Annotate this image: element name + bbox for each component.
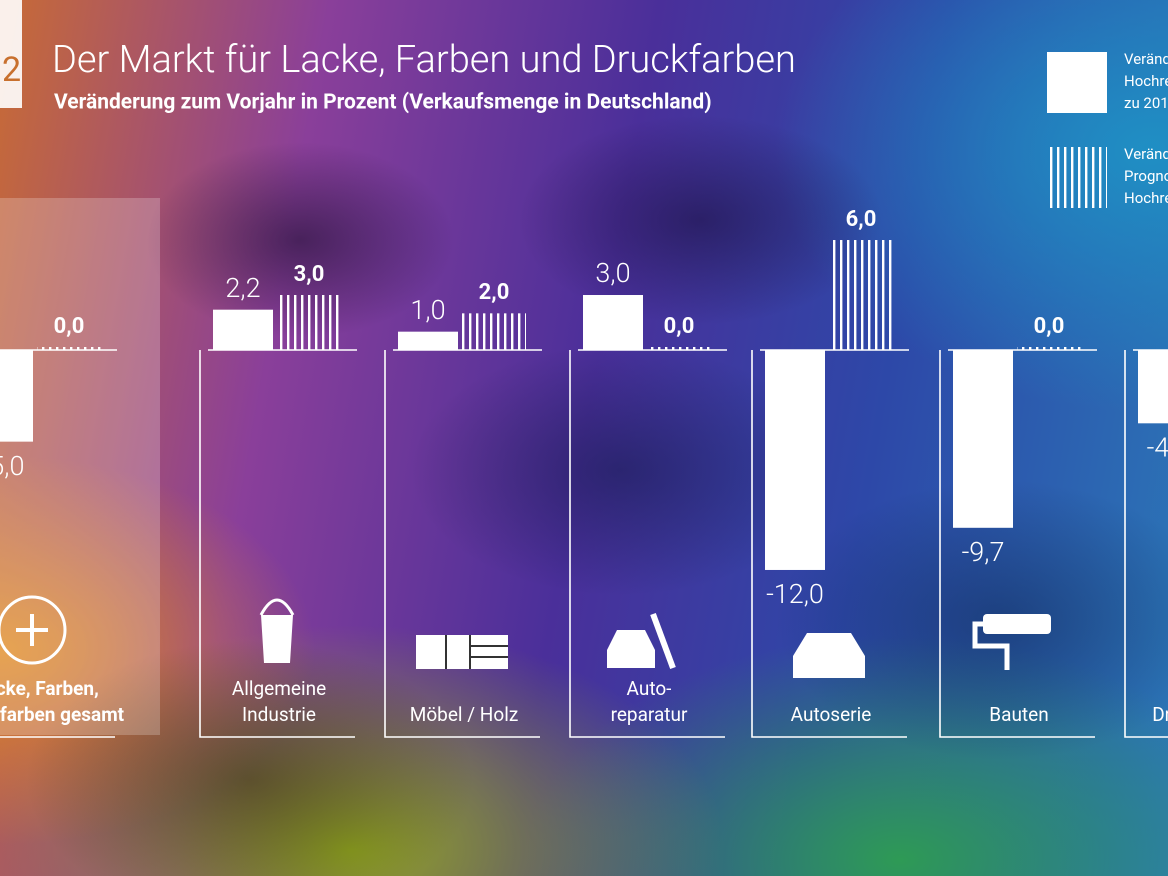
- category-group: Lacke, Farben, Druckfarben gesamt -5,0 0,0: [0, 314, 125, 738]
- category-label: Druckfarben gesamt: [0, 703, 125, 726]
- striped-bar: [647, 347, 711, 350]
- category-label: Bauten: [989, 703, 1048, 726]
- legend-label: Hochrechnung: [1124, 189, 1168, 207]
- value-label: 0,0: [664, 314, 695, 339]
- chart-title: Der Markt für Lacke, Farben und Druckfar…: [52, 38, 796, 82]
- bar: [1138, 350, 1168, 424]
- icon: [0, 595, 67, 665]
- icon: [445, 635, 508, 669]
- icon: [650, 612, 676, 670]
- value-label: -9,7: [962, 536, 1005, 568]
- category-group: Bauten -9,7 0,0: [939, 314, 1097, 738]
- icon: [416, 635, 508, 669]
- value-label: 2,0: [479, 280, 510, 305]
- striped-bar: [37, 347, 101, 350]
- total-panel: [0, 198, 160, 735]
- category-frame: [1124, 350, 1168, 738]
- icon: [259, 598, 295, 616]
- category-group: Druckfarben -4,0: [1124, 349, 1168, 738]
- category-label: Druckfarben: [1152, 703, 1168, 726]
- icon: [793, 633, 865, 678]
- striped-bar: [277, 295, 341, 350]
- icon: [607, 630, 655, 668]
- category-frame: [384, 350, 540, 738]
- icon: [261, 615, 293, 663]
- category-label: Auto-: [627, 677, 672, 700]
- value-label: 0,0: [1034, 314, 1065, 339]
- value-label: 1,0: [410, 294, 445, 326]
- bar: [398, 331, 458, 350]
- value-label: -5,0: [0, 450, 24, 482]
- category-group: Auto-reparatur 3,0 0,0: [569, 257, 727, 738]
- category-frame: [569, 350, 725, 738]
- value-label: -12,0: [766, 578, 824, 610]
- value-label: -4,0: [1147, 431, 1168, 463]
- legend-label: Hochrechnung: [1124, 72, 1168, 90]
- category-group: Möbel / Holz 1,0 2,0: [384, 280, 542, 738]
- legend-swatch: [1047, 147, 1107, 208]
- bar: [583, 295, 643, 350]
- legend-label: Veränderung: [1124, 50, 1168, 68]
- value-label: 6,0: [846, 207, 877, 232]
- category-label: Industrie: [242, 703, 316, 726]
- category-label: Möbel / Holz: [410, 703, 519, 726]
- value-label: 3,0: [595, 257, 630, 289]
- category-label: Autoserie: [791, 703, 872, 726]
- category-frame: [0, 736, 115, 738]
- category-label: Allgemeine: [232, 677, 326, 700]
- category-group: Allgemeine Industrie 2,2 3,0: [199, 262, 357, 738]
- bar: [953, 350, 1013, 528]
- bar: [765, 350, 825, 570]
- category-label: reparatur: [611, 703, 688, 726]
- value-label: 0,0: [54, 314, 85, 339]
- category-frame: [939, 350, 1095, 738]
- value-label: 3,0: [294, 262, 325, 287]
- legend-swatch: [1047, 52, 1107, 113]
- page-number: 2: [2, 50, 21, 90]
- icon: [16, 614, 48, 646]
- category-frame: [199, 350, 355, 738]
- striped-bar: [829, 240, 893, 350]
- legend-label: zu 2019: [1124, 94, 1168, 112]
- category-label: Lacke, Farben,: [0, 677, 99, 700]
- legend-label: Prognose: [1124, 167, 1168, 185]
- striped-bar: [1017, 347, 1081, 350]
- icon: [972, 621, 1010, 670]
- icon: [983, 614, 1051, 634]
- category-frame: [751, 350, 907, 738]
- bar: [0, 350, 33, 442]
- chart-subtitle: Veränderung zum Vorjahr in Prozent (Verk…: [54, 91, 712, 115]
- category-group: Autoserie -12,0 6,0: [751, 207, 909, 738]
- legend-label: Veränderung: [1124, 145, 1168, 163]
- bar: [213, 309, 273, 350]
- page-tab: [0, 0, 22, 108]
- striped-bar: [462, 313, 526, 350]
- value-label: 2,2: [225, 272, 260, 304]
